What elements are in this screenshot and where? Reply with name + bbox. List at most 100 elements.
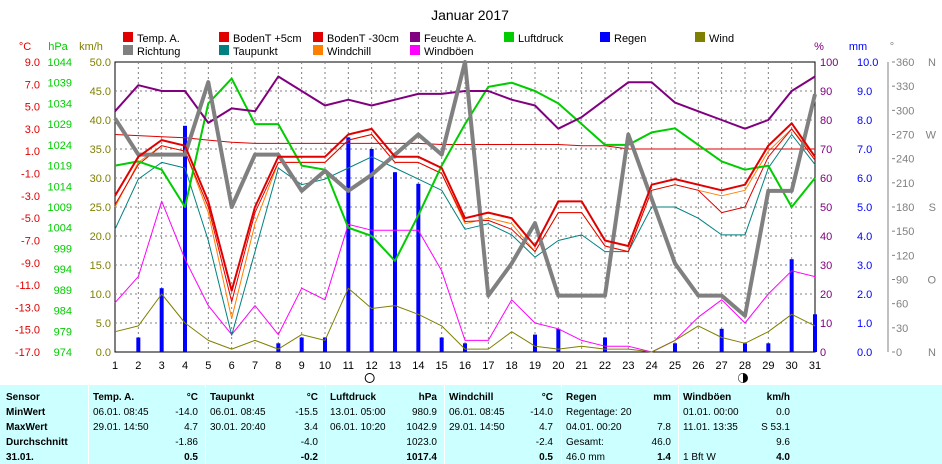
table-cell-time: Regentage: 20	[566, 407, 632, 418]
series-line-bodent-5cm	[114, 128, 816, 303]
moon-markers	[364, 373, 748, 383]
chart-title: Januar 2017	[431, 7, 509, 23]
x-tick-label: 8	[275, 360, 281, 372]
y-tick-label: 0	[896, 347, 902, 359]
y-tick-label: 30.0	[90, 173, 111, 185]
axis-unit-label: %	[814, 41, 824, 53]
column-separator	[561, 385, 562, 464]
y-tick-label: 120	[896, 250, 914, 262]
x-tick-label: 12	[366, 360, 378, 372]
table-cell-value: 4.7	[539, 422, 553, 433]
legend-swatch	[219, 32, 229, 42]
table-cell-value: -15.5	[295, 407, 318, 418]
table-cell-time: 11.01. 13:35	[683, 422, 738, 433]
column-separator	[678, 385, 679, 464]
y-tick-label: 90	[896, 275, 908, 287]
y-tick-label: -9.0	[21, 258, 40, 270]
compass-label: N	[928, 57, 936, 69]
x-tick-label: 30	[786, 360, 798, 372]
x-tick-label: 25	[669, 360, 681, 372]
rain-bar	[136, 337, 141, 352]
table-header-unit: km/h	[766, 392, 790, 403]
y-tick-label: -17.0	[15, 347, 40, 359]
y-tick-label: 5.0	[96, 318, 111, 330]
compass-label: S	[929, 202, 936, 214]
y-tick-label: 330	[896, 81, 914, 93]
y-tick-label: 1039	[48, 78, 72, 90]
legend-swatch	[410, 32, 420, 42]
y-tick-label: 7.0	[25, 79, 40, 91]
legend-swatch	[123, 32, 133, 42]
y-tick-label: 270	[896, 130, 914, 142]
y-tick-label: -7.0	[21, 235, 40, 247]
table-header: Windböen	[683, 392, 732, 403]
x-tick-label: 19	[529, 360, 541, 372]
y-tick-label: 1014	[48, 181, 72, 193]
y-tick-label: 5.0	[857, 202, 872, 214]
x-tick-label: 2	[135, 360, 141, 372]
table-cell-value: 7.8	[657, 422, 671, 433]
rain-bar	[813, 314, 817, 352]
x-tick-label: 6	[229, 360, 235, 372]
legend-label: Windböen	[424, 46, 474, 58]
y-tick-label: 35.0	[90, 144, 111, 156]
x-tick-label: 3	[159, 360, 165, 372]
compass-label: W	[926, 130, 937, 142]
series-line-bodent-30cm	[114, 134, 815, 150]
table-cell-time: 06.01. 08:45	[210, 407, 266, 418]
rain-bar	[299, 337, 304, 352]
moon-shade	[738, 373, 743, 383]
y-tick-label: -13.0	[15, 302, 40, 314]
new-moon-icon	[364, 373, 375, 383]
x-tick-label: 5	[205, 360, 211, 372]
y-tick-label: 210	[896, 178, 914, 190]
y-tick-label: 25.0	[90, 202, 111, 214]
legend-label: Luftdruck	[518, 33, 564, 45]
x-tick-label: 9	[299, 360, 305, 372]
x-tick-label: 16	[459, 360, 471, 372]
rain-bars	[136, 125, 817, 352]
rain-bar	[393, 172, 397, 352]
table-cell-time: 46.0 mm	[566, 452, 605, 463]
rain-bar	[743, 343, 747, 352]
rain-bar	[346, 137, 351, 352]
axis-unit-label: mm	[849, 41, 867, 53]
y-tick-label: 240	[896, 154, 914, 166]
y-tick-label: 1004	[48, 223, 72, 235]
x-tick-label: 18	[506, 360, 518, 372]
table-cell-value: 9.6	[776, 437, 790, 448]
y-tick-label: 10.0	[857, 57, 878, 69]
table-cell-value: -14.0	[175, 407, 198, 418]
table-row-label: Durchschnitt	[6, 437, 68, 448]
rain-bar	[673, 343, 677, 352]
axis-unit-label: °C	[19, 41, 31, 53]
rain-bar	[603, 337, 607, 352]
y-tick-label: 50	[820, 202, 832, 214]
series-line-richtung	[113, 60, 817, 318]
table-cell-time: 06.01. 08:45	[449, 407, 505, 418]
x-tick-label: 29	[762, 360, 774, 372]
y-tick-label: 10.0	[90, 289, 111, 301]
y-tick-label: 300	[896, 105, 914, 117]
compass-label: O	[927, 275, 936, 287]
table-cell-value: -0.2	[300, 452, 318, 463]
series-line-temp-a-	[114, 122, 816, 292]
table-header: Taupunkt	[210, 392, 255, 403]
table-cell-value: 4.0	[776, 452, 790, 463]
y-tick-label: -1.0	[21, 169, 40, 181]
y-tick-label: 70	[820, 144, 832, 156]
legend-swatch	[123, 45, 133, 55]
legend-swatch	[504, 32, 514, 42]
y-tick-label: 1044	[48, 57, 72, 69]
table-cell-time: 04.01. 00:20	[566, 422, 622, 433]
table-header-unit: °C	[541, 392, 553, 403]
series-line-luftdruck	[114, 77, 816, 262]
table-cell-value: 4.7	[184, 422, 198, 433]
x-tick-label: 22	[599, 360, 611, 372]
table-row-label: MaxWert	[6, 422, 48, 433]
y-tick-label: 15.0	[90, 260, 111, 272]
table-cell-time: 30.01. 20:40	[210, 422, 266, 433]
table-row-label: MinWert	[6, 407, 46, 418]
y-tick-label: 9.0	[25, 57, 40, 69]
statistics-table: Sensor Temp. A. °C Taupunkt °C Luftdruck hPa Wi…	[0, 385, 942, 464]
